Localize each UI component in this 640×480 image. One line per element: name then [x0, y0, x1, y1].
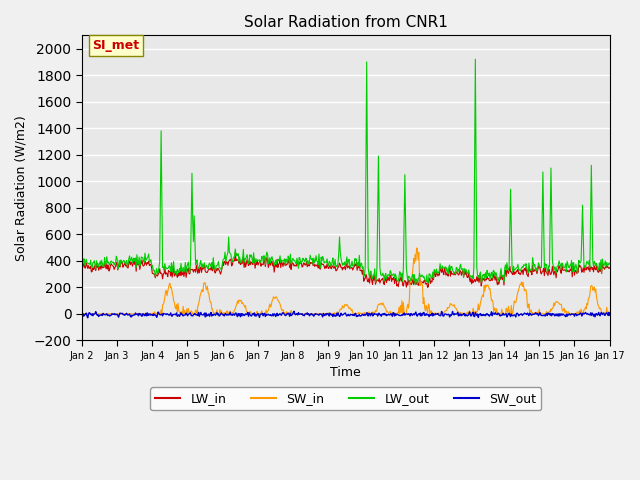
SW_in [78, 311, 86, 317]
LW_out [472, 56, 479, 62]
LW_in [223, 259, 231, 265]
SW_out [78, 312, 86, 318]
LW_in [424, 285, 431, 290]
SW_out [606, 312, 614, 318]
Line: LW_in: LW_in [82, 252, 610, 288]
LW_in [232, 249, 239, 255]
LW_out [606, 261, 614, 267]
SW_out [88, 311, 96, 317]
SW_in [413, 245, 420, 251]
SW_in [426, 311, 434, 317]
LW_out [78, 257, 86, 263]
LW_out [223, 252, 231, 258]
SW_in [410, 256, 417, 262]
SW_out [290, 309, 298, 314]
SW_out [412, 311, 419, 316]
X-axis label: Time: Time [330, 366, 361, 379]
LW_out [195, 264, 203, 270]
LW_in [195, 270, 203, 276]
LW_out [142, 257, 150, 263]
LW_out [412, 282, 419, 288]
Line: SW_out: SW_out [82, 312, 610, 318]
SW_out [84, 315, 92, 321]
LW_out [88, 264, 95, 270]
Text: SI_met: SI_met [92, 39, 140, 52]
SW_in [88, 311, 95, 317]
LW_out [426, 271, 434, 277]
SW_out [224, 312, 232, 317]
LW_out [410, 277, 417, 283]
SW_in [195, 298, 203, 304]
LW_in [411, 278, 419, 284]
SW_out [143, 313, 150, 319]
Title: Solar Radiation from CNR1: Solar Radiation from CNR1 [244, 15, 448, 30]
Line: SW_in: SW_in [82, 248, 610, 314]
LW_in [606, 265, 614, 271]
Legend: LW_in, SW_in, LW_out, SW_out: LW_in, SW_in, LW_out, SW_out [150, 387, 541, 410]
LW_in [142, 260, 150, 266]
LW_in [427, 280, 435, 286]
SW_in [606, 311, 614, 317]
LW_in [88, 269, 95, 275]
SW_in [142, 311, 150, 317]
LW_in [78, 264, 86, 269]
Y-axis label: Solar Radiation (W/m2): Solar Radiation (W/m2) [15, 115, 28, 261]
Line: LW_out: LW_out [82, 59, 610, 285]
SW_in [223, 308, 231, 314]
SW_out [427, 312, 435, 318]
SW_out [196, 312, 204, 317]
